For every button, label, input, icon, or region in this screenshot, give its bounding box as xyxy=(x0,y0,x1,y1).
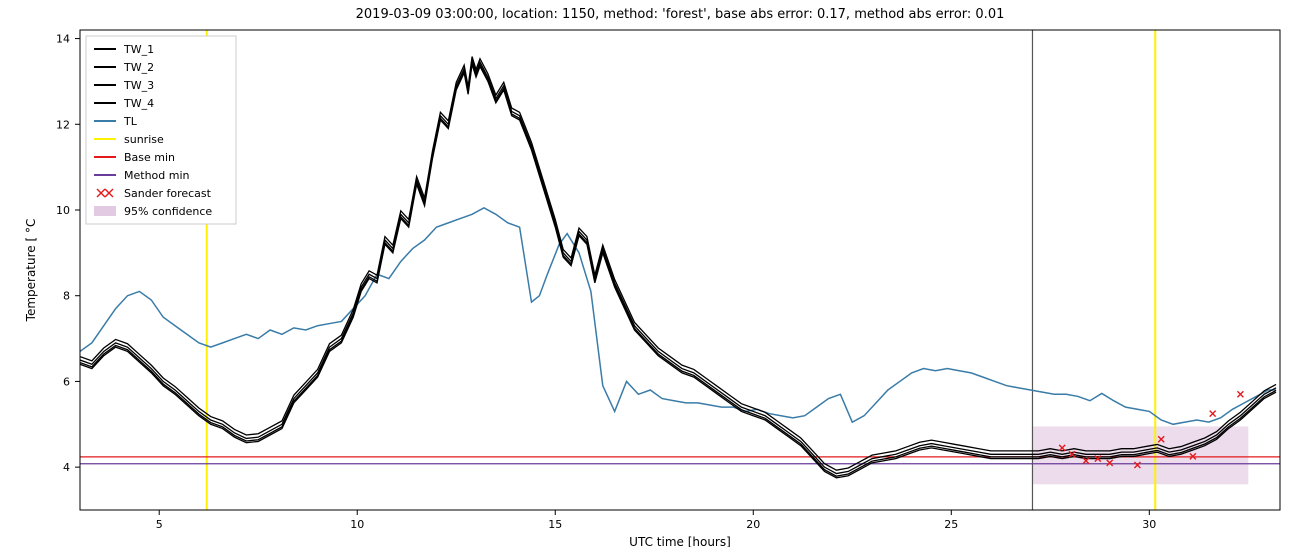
legend-item-label: TW_1 xyxy=(123,43,154,56)
legend-item-label: sunrise xyxy=(124,133,164,146)
legend-item-label: TW_3 xyxy=(123,79,154,92)
ytick-label: 10 xyxy=(56,204,70,217)
legend-item-label: TL xyxy=(123,115,138,128)
ytick-label: 6 xyxy=(63,375,70,388)
ytick-label: 12 xyxy=(56,118,70,131)
xtick-label: 20 xyxy=(746,518,760,531)
ytick-label: 14 xyxy=(56,33,70,46)
x-axis-label: UTC time [hours] xyxy=(629,535,731,547)
xtick-label: 5 xyxy=(156,518,163,531)
legend-item-label: TW_4 xyxy=(123,97,154,110)
ytick-label: 8 xyxy=(63,290,70,303)
legend-item-label: Base min xyxy=(124,151,175,164)
legend-item-label: TW_2 xyxy=(123,61,154,74)
xtick-label: 10 xyxy=(350,518,364,531)
xtick-label: 15 xyxy=(548,518,562,531)
legend-item-label: Sander forecast xyxy=(124,187,212,200)
xtick-label: 30 xyxy=(1142,518,1156,531)
legend-item-label: 95% confidence xyxy=(124,205,212,218)
ytick-label: 4 xyxy=(63,461,70,474)
chart-svg: 5 10 15 20 25 30 4 6 8 10 12 14 UTC time [hours] Temp… xyxy=(0,0,1310,547)
chart-container: 5 10 15 20 25 30 4 6 8 10 12 14 UTC time [hours] Temp… xyxy=(0,0,1310,547)
xtick-label: 25 xyxy=(944,518,958,531)
chart-title: 2019-03-09 03:00:00, location: 1150, met… xyxy=(356,7,1005,22)
legend-item-label: Method min xyxy=(124,169,190,182)
y-axis-label: Temperature [ °C xyxy=(24,219,38,323)
legend: TW_1 TW_2 TW_3 TW_4 TL sunrise Base min Method … xyxy=(86,36,236,224)
